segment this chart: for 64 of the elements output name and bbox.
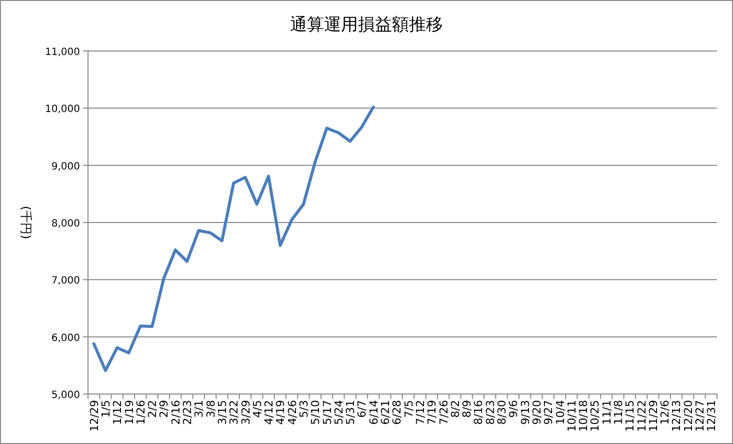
x-tick-label: 5/24: [332, 400, 346, 425]
x-tick-label: 6/28: [390, 400, 404, 425]
x-tick-label: 9/13: [518, 400, 532, 425]
x-tick-label: 12/6: [658, 400, 672, 425]
x-tick-label: 9/20: [530, 400, 544, 425]
x-tick-label: 2/16: [169, 400, 182, 425]
x-tick-label: 12/13: [670, 400, 684, 432]
x-tick-label: 7/19: [426, 400, 439, 425]
x-tick-label: 9/6: [507, 400, 520, 418]
x-tick-label: 11/22: [635, 400, 648, 432]
x-tick-label: 1/19: [122, 400, 136, 425]
x-tick-label: 7/12: [414, 400, 427, 425]
x-tick-label: 12/31: [705, 400, 718, 432]
x-tick-label: 5/3: [297, 400, 310, 418]
x-tick-label: 6/21: [379, 400, 392, 425]
x-tick-label: 11/29: [646, 400, 660, 432]
x-tick-label: 12/20: [682, 400, 695, 432]
x-tick-label: 11/15: [624, 400, 637, 432]
y-tick-label: 11,000: [45, 47, 80, 58]
x-tick-label: 4/19: [274, 400, 288, 425]
x-tick-label: 5/31: [344, 400, 358, 425]
x-tick-label: 6/14: [367, 400, 380, 425]
y-axis-title: (千円): [19, 206, 33, 240]
x-tick-label: 9/27: [542, 400, 556, 425]
x-tick-label: 2/23: [181, 400, 194, 425]
x-tick-label: 8/9: [460, 400, 474, 418]
y-tick-label: 9,000: [51, 161, 80, 172]
x-tick-label: 10/4: [554, 400, 567, 425]
x-tick-label: 3/29: [239, 400, 252, 425]
x-tick-label: 4/12: [262, 400, 276, 425]
x-tick-label: 7/5: [402, 400, 416, 418]
x-tick-label: 10/25: [588, 400, 602, 432]
y-tick-label: 5,000: [51, 390, 80, 401]
x-tick-label: 12/27: [694, 400, 707, 432]
y-tick-label: 10,000: [45, 104, 80, 116]
x-tick-label: 5/17: [320, 400, 334, 425]
x-tick-label: 1/5: [99, 400, 112, 418]
x-tick-label: 3/8: [204, 400, 218, 418]
y-tick-label: 8,000: [51, 218, 80, 230]
chart-title: 通算運用損益額推移: [290, 15, 443, 35]
x-tick-label: 4/26: [286, 400, 299, 425]
x-tick-label: 3/22: [228, 400, 241, 425]
x-tick-label: 12/29: [88, 400, 101, 432]
x-tick-label: 8/30: [496, 400, 509, 425]
x-tick-label: 6/7: [356, 400, 369, 418]
x-tick-label: 1/12: [111, 400, 124, 425]
x-tick-label: 10/18: [577, 400, 590, 432]
x-tick-label: 10/11: [565, 400, 578, 432]
x-tick-label: 11/1: [600, 400, 614, 425]
line-series: [92, 106, 375, 372]
x-tick-label: 7/26: [437, 400, 450, 425]
y-tick-label: 6,000: [51, 332, 80, 344]
x-tick-label: 11/8: [612, 400, 625, 425]
x-tick-label: 3/15: [216, 400, 229, 425]
x-tick-label: 8/2: [448, 400, 462, 418]
x-tick-label: 4/5: [250, 400, 264, 418]
x-tick-label: 8/16: [472, 400, 486, 425]
x-tick-label: 1/26: [134, 400, 148, 425]
x-tick-label: 8/23: [484, 400, 497, 425]
x-tick-label: 3/1: [192, 400, 206, 418]
x-tick-label: 2/9: [158, 400, 171, 418]
x-tick-label: 5/10: [309, 400, 322, 425]
x-tick-label: 2/2: [146, 400, 160, 418]
y-tick-label: 7,000: [51, 276, 80, 287]
